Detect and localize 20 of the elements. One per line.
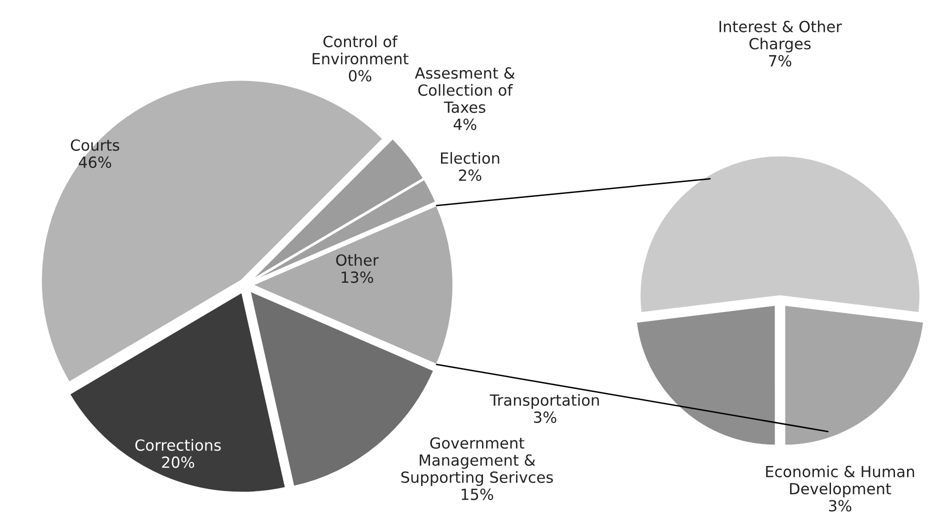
slice-label: Economic & Human Development	[766, 466, 914, 498]
slice-label: Courts	[70, 139, 120, 151]
data-label: 2%	[459, 169, 482, 181]
data-label: 46%	[78, 156, 112, 168]
slice-label: Interest & Other Charges	[720, 20, 842, 52]
data-label: 3%	[829, 500, 852, 512]
category-label: Control of Environment	[312, 36, 408, 64]
data-label: 15%	[462, 488, 494, 500]
slice-label: Corrections	[135, 439, 221, 451]
data-label: 4%	[454, 118, 476, 130]
slice-label: Other	[336, 254, 379, 266]
slice-label: Transportation	[490, 394, 599, 409]
slice-label: Election	[441, 152, 500, 164]
data-label: 13%	[342, 271, 374, 283]
slice-label: Assesment & Collection of Taxes	[414, 67, 515, 113]
data-label: 20%	[162, 456, 194, 468]
text: 0%	[348, 70, 372, 82]
data-label: 3%	[534, 411, 556, 423]
slice-label: Government Management & Supporting Serivces	[401, 437, 553, 486]
data-label: 7%	[769, 54, 792, 67]
